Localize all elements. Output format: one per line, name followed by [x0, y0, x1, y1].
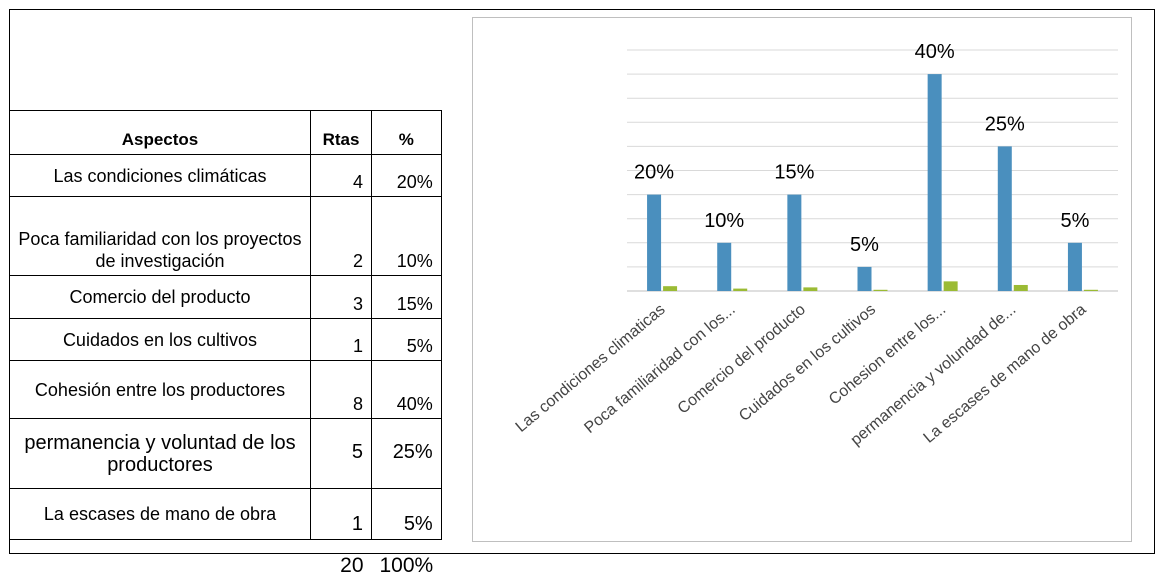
cell-rtas: 4: [310, 154, 372, 197]
cell-pct: 15%: [371, 275, 442, 319]
category-label: Comercio del producto: [675, 301, 809, 418]
cell-rtas: 8: [310, 360, 372, 419]
cell-pct: 20%: [371, 154, 442, 197]
cell-rtas: 1: [310, 318, 372, 361]
table-row: permanencia y voluntad de los productore…: [9, 418, 442, 489]
bar-series-2: [873, 289, 888, 291]
data-label: 15%: [774, 162, 814, 184]
cell-pct: 5%: [371, 318, 442, 361]
cell-aspect: Cuidados en los cultivos: [9, 318, 311, 361]
data-label: 5%: [1060, 210, 1089, 232]
table-header-row: Aspectos Rtas %: [9, 110, 442, 155]
bar-series-1: [997, 146, 1012, 291]
bar-series-2: [803, 287, 818, 291]
bar-series-2: [663, 286, 678, 291]
bar-series-1: [1067, 242, 1082, 291]
bar-series-1: [787, 194, 802, 291]
total-rtas: 20: [340, 553, 364, 577]
chart-area: 20% Las condiciones climaticas 10% Poca fam…: [472, 17, 1132, 542]
category-label: Cuidados en los cultivos: [736, 301, 879, 425]
table-row: La escases de mano de obra 1 5%: [9, 488, 442, 540]
header-aspectos: Aspectos: [9, 110, 311, 155]
cell-rtas: 2: [310, 196, 372, 276]
cell-rtas: 3: [310, 275, 372, 319]
bar-series-2: [1013, 284, 1028, 291]
cell-aspect: Poca familiaridad con los proyectos de i…: [9, 196, 311, 276]
bar-series-2: [943, 281, 958, 291]
cell-pct: 10%: [371, 196, 442, 276]
category-label: Poca familiaridad con los...: [581, 301, 738, 437]
bar-series-1: [857, 266, 872, 291]
bar-series-1: [647, 194, 662, 291]
bar-series-2: [733, 288, 748, 291]
cell-pct: 40%: [371, 360, 442, 419]
header-rtas: Rtas: [310, 110, 372, 155]
data-label: 10%: [704, 210, 744, 232]
bar-series-2: [1083, 289, 1098, 291]
total-pct: 100%: [379, 553, 434, 577]
table-total-row: 20 100%: [10, 540, 442, 578]
data-table: Aspectos Rtas % Las condiciones climátic…: [9, 110, 442, 578]
bar-series-1: [717, 242, 732, 291]
cell-pct: 25%: [371, 418, 442, 489]
header-pct: %: [371, 110, 442, 155]
data-label: 25%: [985, 113, 1025, 135]
data-label: 40%: [915, 41, 955, 63]
cell-aspect: permanencia y voluntad de los productore…: [9, 418, 311, 489]
total-spacer: [10, 540, 311, 578]
cell-aspect: La escases de mano de obra: [9, 488, 311, 540]
data-label: 5%: [850, 234, 879, 256]
cell-aspect: Cohesión entre los productores: [9, 360, 311, 419]
cell-rtas: 1: [310, 488, 372, 540]
cell-pct: 5%: [371, 488, 442, 540]
table-row: Las condiciones climáticas 4 20%: [9, 154, 442, 197]
cell-aspect: Las condiciones climáticas: [9, 154, 311, 197]
bar-series-1: [927, 74, 942, 291]
table-row: Poca familiaridad con los proyectos de i…: [9, 196, 442, 276]
table-row: Cuidados en los cultivos 1 5%: [9, 318, 442, 361]
table-row: Cohesión entre los productores 8 40%: [9, 360, 442, 419]
table-row: Comercio del producto 3 15%: [9, 275, 442, 319]
category-label: Cohesion entre los...: [826, 301, 949, 408]
data-label: 20%: [634, 162, 674, 184]
cell-rtas: 5: [310, 418, 372, 489]
cell-aspect: Comercio del producto: [9, 275, 311, 319]
